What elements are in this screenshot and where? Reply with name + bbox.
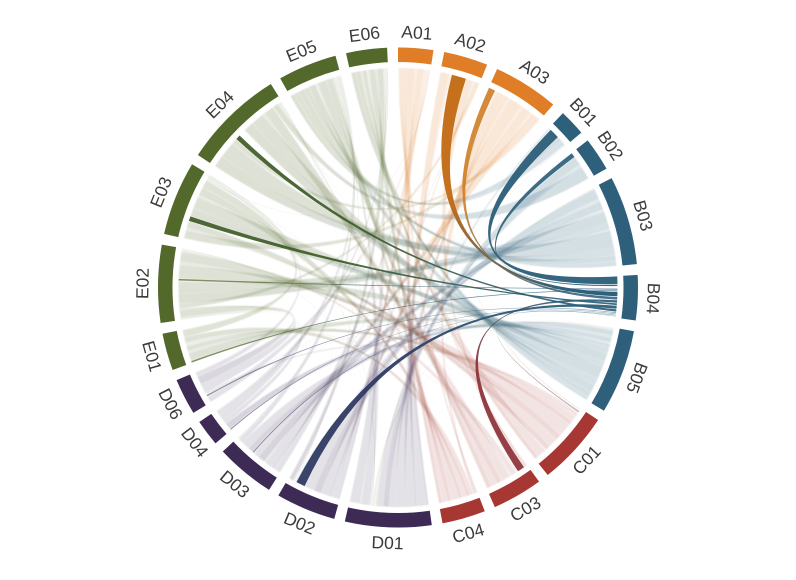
svg-text:B04: B04 (643, 282, 664, 314)
svg-text:A01: A01 (401, 22, 434, 44)
svg-text:D01: D01 (371, 532, 404, 553)
svg-text:E06: E06 (348, 22, 381, 46)
svg-text:E02: E02 (132, 268, 152, 299)
